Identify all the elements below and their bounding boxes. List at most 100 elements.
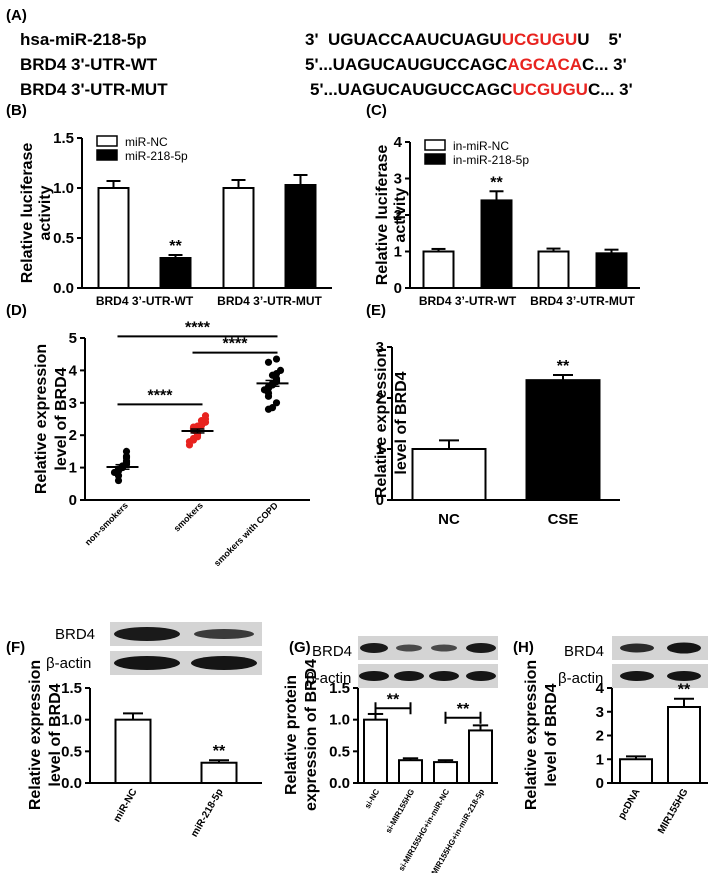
bar — [422, 250, 455, 289]
significance-mark: ** — [213, 743, 226, 760]
data-point — [201, 412, 210, 420]
x-tick-label: si-MIR155HG — [384, 788, 416, 835]
significance-mark: ** — [678, 682, 691, 699]
y-tick-label: 1 — [394, 244, 402, 261]
panel-g-label: (G) — [289, 639, 311, 656]
y-tick-label: 3 — [376, 339, 384, 356]
y-tick-label: 4 — [394, 134, 403, 151]
seq-name-wt: BRD4 3'-UTR-WT — [20, 55, 158, 74]
y-tick-label: 0 — [69, 492, 77, 509]
seq-mut-suffix: C... 3' — [588, 80, 633, 99]
legend-swatch — [96, 135, 118, 147]
y-axis-label-line1: Relative protein — [283, 675, 300, 795]
significance-mark: ** — [387, 691, 400, 708]
seq-wt: 5'...UAGUCAUGUCCAGCAGCACAC... 3' — [305, 55, 627, 74]
panel-label: (C) — [366, 102, 387, 119]
data-point — [264, 358, 273, 366]
y-tick-label: 1.5 — [53, 130, 74, 147]
blot-g-band — [394, 671, 424, 681]
y-tick-label: 1 — [596, 751, 604, 768]
y-tick-label: 0.5 — [53, 230, 74, 247]
x-tick-label: NC — [438, 511, 460, 528]
blot-g-row-brd4: BRD4 — [312, 643, 352, 660]
x-tick-label: BRD4 3’-UTR-MUT — [530, 294, 635, 308]
bar — [595, 252, 628, 289]
data-point — [276, 366, 285, 374]
y-tick-label: 3 — [394, 171, 402, 188]
chart-f: 0.0 0.5 1.0 1.5 Relative expression level of … — [27, 660, 262, 839]
y-axis-label-line2: level of BRD4 — [53, 367, 70, 470]
seq-wt-prefix: 5'...UAGUCAUGUCCAGC — [305, 55, 507, 74]
seq-mut-site: UCGUGU — [512, 80, 588, 99]
x-tick-label: MIR155HG — [656, 787, 691, 836]
data-point — [272, 399, 281, 407]
seq-mut-prefix: 5'...UAGUCAUGUCCAGC — [310, 80, 512, 99]
significance-mark: ** — [169, 238, 182, 255]
y-tick-label: 1.5 — [61, 680, 82, 697]
panel-a: (A) hsa-miR-218-5p BRD4 3'-UTR-WT BRD4 3… — [6, 7, 633, 99]
legend-label: in-miR-218-5p — [453, 153, 529, 167]
bar — [468, 729, 493, 785]
blot-f-band — [114, 656, 180, 670]
data-point — [272, 355, 281, 363]
panel-label: (B) — [6, 102, 27, 119]
x-tick-label: pcDNA — [616, 787, 642, 821]
y-tick-label: 1.0 — [61, 712, 82, 729]
seq-mirna-seed: UCGUGU — [502, 30, 578, 49]
bar — [97, 187, 130, 289]
bar — [222, 187, 255, 289]
y-tick-label: 5 — [69, 330, 77, 347]
bar — [200, 761, 238, 785]
blot-h-row-actin: β-actin — [558, 670, 603, 687]
y-tick-label: 4 — [69, 362, 78, 379]
blot-g-band — [359, 671, 389, 681]
x-tick-label: smokers — [172, 500, 205, 533]
y-axis-label-line2: activity — [37, 185, 54, 240]
y-tick-label: 2 — [376, 390, 384, 407]
blot-h-row-brd4: BRD4 — [564, 643, 604, 660]
chart-b: (B) 0.0 0.5 1.0 1.5 Relative luciferase activi… — [6, 102, 332, 308]
chart-g: 0.0 0.5 1.0 1.5 Relative protein expression o… — [283, 659, 498, 873]
blot-f-band — [114, 627, 180, 641]
y-axis-label-line2: level of BRD4 — [393, 371, 410, 474]
seq-name-mirna: hsa-miR-218-5p — [20, 30, 147, 49]
y-tick-label: 3 — [69, 395, 77, 412]
y-tick-label: 0.0 — [53, 280, 74, 297]
blot-f-row-brd4: BRD4 — [55, 626, 95, 643]
charts-layer: (B) 0.0 0.5 1.0 1.5 Relative luciferase activi… — [6, 102, 708, 873]
bar — [667, 706, 701, 784]
y-axis-label-line1: Relative expression — [33, 344, 50, 494]
y-tick-label: 2 — [596, 728, 604, 745]
y-axis-label-line2: expression of BRD4 — [303, 659, 320, 811]
legend-label: miR-NC — [125, 135, 168, 149]
legend-swatch — [424, 139, 446, 151]
legend-swatch — [424, 153, 446, 165]
data-point — [122, 447, 131, 455]
y-tick-label: 0 — [394, 280, 402, 297]
seq-mirna-suffix: U 5' — [577, 30, 622, 49]
x-tick-label: CSE — [548, 511, 579, 528]
bar — [159, 257, 192, 289]
y-axis-label-line1: Relative luciferase — [19, 143, 36, 284]
data-point — [268, 404, 277, 412]
significance-mark: ** — [490, 174, 503, 191]
y-tick-label: 0.5 — [61, 743, 82, 760]
blot-h-band — [667, 671, 701, 681]
blot-g: (G) BRD4 β-actin — [289, 636, 498, 688]
significance-mark: ** — [457, 701, 470, 718]
y-tick-label: 1.0 — [53, 180, 74, 197]
seq-name-mut: BRD4 3'-UTR-MUT — [20, 80, 168, 99]
x-tick-label: BRD4 3’-UTR-WT — [96, 294, 194, 308]
bar — [433, 761, 458, 784]
x-tick-label: BRD4 3’-UTR-MUT — [217, 294, 322, 308]
y-tick-label: 0.0 — [61, 775, 82, 792]
blot-h-band — [620, 643, 654, 653]
seq-mut: 5'...UAGUCAUGUCCAGCUCGUGUC... 3' — [310, 80, 633, 99]
blot-g-row-actin: β-actin — [306, 670, 351, 687]
bar — [480, 199, 513, 289]
blot-g-band — [466, 643, 496, 653]
x-tick-label: smokers with COPD — [212, 500, 280, 568]
blot-h-band — [620, 671, 654, 681]
